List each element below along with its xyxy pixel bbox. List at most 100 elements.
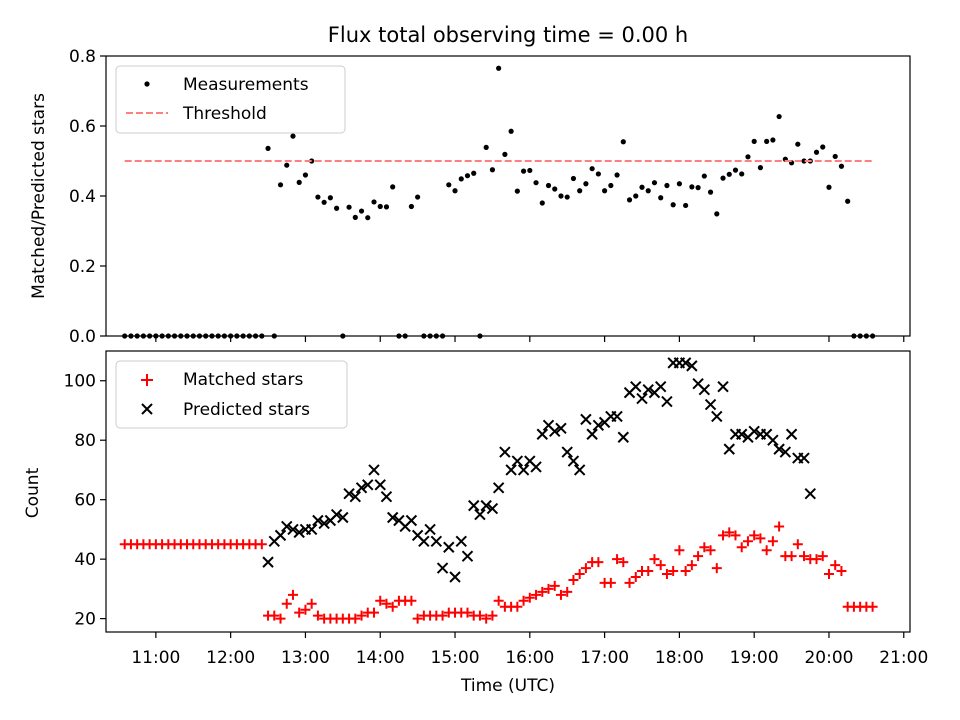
measurements-point: [701, 173, 707, 179]
measurements-point: [464, 173, 471, 179]
measurements-point: [751, 138, 757, 144]
matched-stars-point: [281, 598, 292, 609]
measurements-point: [552, 186, 558, 192]
matched-stars-point: [487, 610, 498, 621]
measurements-point: [408, 203, 414, 210]
measurements-point: [639, 184, 645, 190]
measurements-point: [620, 139, 626, 145]
predicted-stars-point: [287, 523, 299, 536]
x-tick-label: 13:00: [281, 648, 330, 668]
matched-stars-point: [549, 580, 560, 591]
matched-stars-point: [742, 536, 753, 547]
legend-marker-matched-stars: [141, 374, 153, 386]
matched-stars-point: [823, 569, 834, 580]
matched-stars-point: [811, 554, 822, 565]
measurements-point: [826, 184, 832, 190]
x-tick-label: 20:00: [804, 648, 853, 668]
predicted-stars-point: [262, 556, 274, 568]
legend-marker-predicted-stars: [141, 403, 153, 415]
measurements-point: [745, 154, 751, 160]
measurements-point: [589, 166, 595, 172]
matched-stars-point: [574, 569, 585, 580]
predicted-stars-point: [499, 446, 511, 458]
measurements-point: [327, 195, 333, 201]
measurements-point: [539, 200, 545, 206]
predicted-stars-point: [561, 446, 573, 458]
y-tick-label: 0.0: [69, 327, 96, 347]
measurements-point: [458, 176, 464, 182]
measurements-point: [315, 194, 321, 200]
predicted-stars-point: [679, 357, 692, 369]
predicted-stars-point: [785, 428, 798, 440]
measurements-point: [514, 188, 520, 194]
y-tick-label: 100: [64, 372, 96, 392]
measurements-point: [371, 199, 377, 205]
y-tick-label: 0.4: [69, 187, 96, 207]
matched-stars-point: [531, 589, 542, 600]
bottom-panel: 20 40 60 80 100 11:00 12:00 13:00 14:00 15:00 16:…: [23, 350, 928, 696]
measurements-point: [732, 167, 739, 173]
predicted-stars-point: [312, 514, 324, 527]
matched-stars-point: [693, 551, 704, 562]
measurements-point: [365, 215, 371, 221]
matched-stars-point: [518, 595, 529, 606]
predicted-stars-point: [355, 482, 368, 494]
matched-stars-point: [792, 539, 803, 550]
measurements-point: [346, 204, 352, 210]
measurements-point: [496, 65, 502, 71]
measurements-point: [502, 151, 508, 157]
matched-stars-point: [817, 551, 828, 562]
measurements-point: [489, 167, 496, 173]
predicted-stars-point: [661, 395, 673, 408]
top-x-ticks: [155, 336, 905, 342]
matched-stars-point: [749, 530, 760, 541]
predicted-stars-point: [337, 511, 349, 524]
predicted-stars-point: [611, 410, 623, 423]
matched-stars-point: [555, 589, 566, 600]
chart-title: Flux total observing time = 0.00 h: [328, 23, 688, 47]
measurements-point: [813, 149, 820, 155]
predicted-stars-point: [443, 541, 455, 553]
predicted-stars-point: [773, 443, 785, 455]
predicted-stars-point: [330, 508, 343, 521]
bottom-marks: [119, 357, 878, 624]
predicted-stars-point: [405, 514, 418, 527]
matched-stars-point: [761, 545, 772, 556]
legend-label-predicted-stars: Predicted stars: [183, 400, 310, 420]
x-tick-label: 17:00: [580, 648, 629, 668]
predicted-stars-point: [474, 508, 486, 521]
measurements-point: [520, 168, 527, 174]
predicted-stars-point: [480, 499, 492, 512]
predicted-stars-point: [555, 422, 567, 435]
matched-stars-point: [830, 560, 841, 571]
measurements-point: [726, 171, 732, 177]
y-tick-label: 0.8: [69, 47, 96, 67]
matched-stars-point: [786, 551, 797, 562]
predicted-stars-point: [449, 571, 461, 583]
predicted-stars-point: [767, 434, 779, 446]
matched-stars-point: [767, 536, 778, 547]
legend-label-matched-stars: Matched stars: [183, 370, 303, 390]
matched-stars-point: [618, 557, 629, 568]
measurements-point: [602, 188, 608, 194]
matched-stars-point: [300, 604, 311, 615]
measurements-point: [626, 197, 633, 203]
matched-stars-point: [680, 566, 691, 577]
measurements-point: [838, 163, 845, 169]
y-tick-label: 60: [74, 491, 96, 511]
predicted-stars-point: [536, 428, 548, 440]
bottom-x-ticks: 11:00 12:00 13:00 14:00 15:00 16:00 17:00 18:00…: [131, 632, 928, 668]
measurements-point: [714, 211, 720, 217]
matched-stars-point: [674, 545, 685, 556]
matched-stars-point: [630, 571, 641, 582]
predicted-stars-point: [704, 398, 717, 411]
predicted-stars-point: [636, 392, 648, 405]
predicted-stars-point: [736, 428, 748, 440]
predicted-stars-point: [748, 425, 760, 437]
predicted-stars-point: [711, 410, 723, 423]
predicted-stars-point: [717, 380, 729, 393]
predicted-stars-point: [380, 490, 393, 503]
measurements-point: [545, 182, 552, 189]
bottom-legend: Matched stars Predicted stars: [115, 360, 348, 429]
